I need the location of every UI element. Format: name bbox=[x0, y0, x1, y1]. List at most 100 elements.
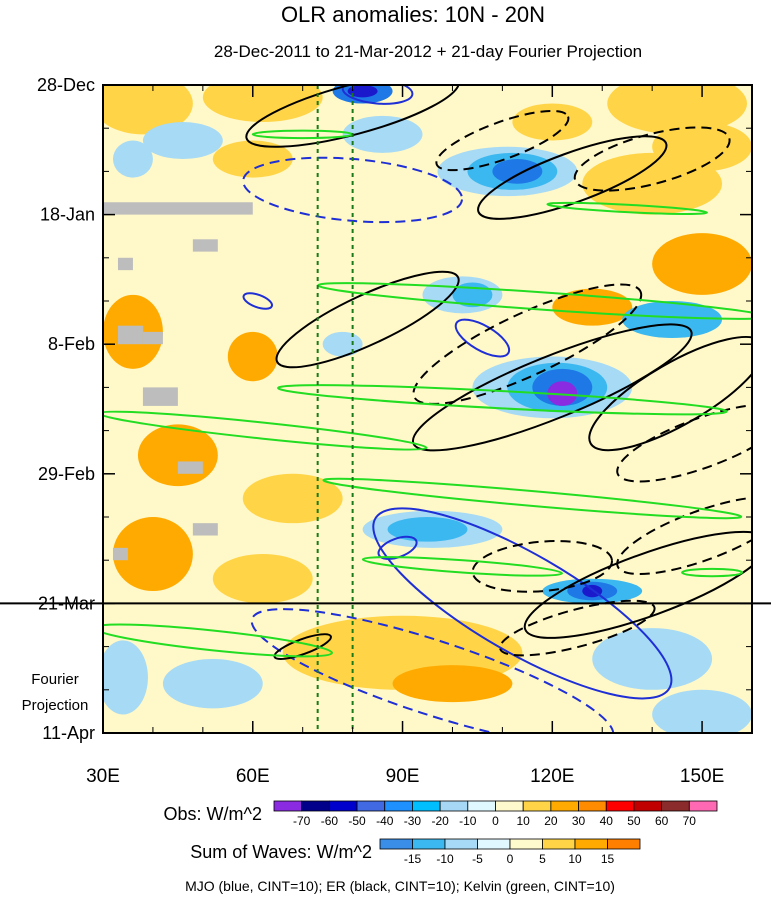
reference-longitude-lines bbox=[316, 85, 354, 733]
waves-colorbar-label: Sum of Waves: W/m^2 bbox=[190, 842, 372, 862]
y-tick-label: 21-Mar bbox=[38, 593, 95, 613]
olr-patch-light-blue bbox=[322, 331, 363, 357]
plot-frame bbox=[102, 84, 753, 734]
er-contour bbox=[573, 126, 731, 192]
colorbar-swatch bbox=[412, 800, 441, 812]
colorbar-level-label: -70 bbox=[293, 814, 311, 828]
chart-subtitle: 28-Dec-2011 to 21-Mar-2012 + 21-day Four… bbox=[214, 42, 642, 61]
mjo-contour bbox=[341, 85, 414, 105]
colorbar-level-label: 0 bbox=[507, 852, 514, 866]
obs-colorbar-label: Obs: W/m^2 bbox=[164, 804, 262, 824]
kelvin-contour bbox=[322, 477, 743, 520]
olr-patch-yellow bbox=[242, 473, 343, 524]
wave-legend: MJO (blue, CINT=10); ER (black, CINT=10)… bbox=[185, 878, 615, 894]
olr-patch-light-blue bbox=[652, 689, 752, 733]
missing-data-cell bbox=[117, 257, 133, 271]
chart-title: OLR anomalies: 10N - 20N bbox=[281, 2, 545, 27]
er-contour bbox=[273, 633, 332, 660]
olr-patch-orange bbox=[652, 233, 752, 295]
olr-patch-light-blue bbox=[103, 640, 148, 715]
y-tick-label: 8-Feb bbox=[48, 334, 95, 354]
er-contour bbox=[498, 599, 656, 657]
colorbar-level-label: 40 bbox=[600, 814, 614, 828]
colorbar-level-label: 30 bbox=[572, 814, 586, 828]
olr-field bbox=[103, 85, 752, 733]
colorbar-swatch bbox=[273, 800, 303, 812]
missing-data-cell bbox=[117, 325, 143, 345]
colorbar-swatch bbox=[661, 800, 690, 812]
olr-patch-sky-blue bbox=[622, 301, 723, 339]
colorbar-level-label: 60 bbox=[655, 814, 669, 828]
x-tick-label: 150E bbox=[680, 766, 724, 787]
colorbar-swatch bbox=[384, 800, 413, 812]
olr-patch-light-blue bbox=[342, 115, 423, 153]
x-tick-label: 30E bbox=[86, 766, 120, 787]
colorbar-swatch bbox=[542, 838, 576, 850]
colorbar-level-label: 10 bbox=[568, 852, 582, 866]
missing-data-cell bbox=[177, 461, 203, 474]
mjo-contour bbox=[242, 292, 273, 310]
colorbar-swatch bbox=[301, 800, 330, 812]
er-contour bbox=[412, 283, 643, 405]
colorbar-swatch bbox=[607, 838, 641, 850]
olr-patch-light-blue bbox=[162, 658, 263, 709]
olr-patch-orange bbox=[392, 665, 513, 703]
x-tick-label: 60E bbox=[236, 766, 270, 787]
colorbar-level-label: -10 bbox=[459, 814, 477, 828]
kelvin-contour bbox=[277, 384, 728, 416]
y-tick-label: 28-Dec bbox=[37, 75, 95, 95]
colorbar-swatch bbox=[444, 838, 478, 850]
colorbar-level-label: -40 bbox=[376, 814, 394, 828]
colorbar-level-label: -20 bbox=[431, 814, 449, 828]
colorbar-swatch bbox=[495, 800, 524, 812]
colorbar-swatch bbox=[379, 838, 413, 850]
colorbar-level-label: 50 bbox=[627, 814, 641, 828]
olr-patch-dark-blue bbox=[347, 85, 378, 98]
colorbar-level-label: 0 bbox=[492, 814, 499, 828]
kelvin-contour bbox=[103, 623, 333, 658]
missing-data-cells bbox=[103, 202, 253, 561]
colorbar-level-label: 10 bbox=[517, 814, 531, 828]
mjo-contour bbox=[250, 608, 615, 733]
olr-patch-orange bbox=[227, 331, 278, 382]
olr-patch-light-blue bbox=[112, 140, 153, 178]
colorbar-swatch bbox=[509, 838, 543, 850]
colorbar-swatch bbox=[328, 800, 358, 812]
projection-label-line1: Fourier bbox=[31, 671, 79, 688]
kelvin-contour bbox=[681, 567, 744, 578]
olr-patch-sky-blue bbox=[387, 517, 468, 542]
colorbar-swatch bbox=[522, 800, 552, 812]
colorbar-swatch bbox=[477, 838, 511, 850]
er-contour bbox=[435, 109, 570, 172]
waves-colorbar: -15 -10 -5 0 5 10 15 bbox=[379, 838, 641, 866]
colorbar-swatch bbox=[688, 800, 718, 812]
mjo-contour bbox=[372, 507, 673, 700]
y-axis: 28-Dec 18-Jan 8-Feb 29-Feb 21-Mar 11-Apr bbox=[37, 75, 752, 743]
colorbar-level-label: -10 bbox=[436, 852, 454, 866]
colorbar-swatch bbox=[605, 800, 635, 812]
colorbar-swatch bbox=[574, 838, 608, 850]
colorbar-swatch bbox=[356, 800, 386, 812]
missing-data-cell bbox=[142, 331, 163, 345]
plot-area bbox=[103, 85, 752, 733]
olr-patch-orange bbox=[112, 517, 193, 592]
er-contour bbox=[471, 540, 613, 593]
colorbar-swatch bbox=[633, 800, 663, 812]
olr-patch-yellow bbox=[212, 140, 293, 178]
colorbar-level-label: -15 bbox=[404, 852, 422, 866]
obs-colorbar: -70 -60 -50 -40 -30 -20 -10 0 10 20 30 40 50 60 70 bbox=[273, 800, 718, 828]
mjo-contours bbox=[242, 85, 673, 733]
kelvin-contour bbox=[103, 410, 428, 451]
olr-patch-yellow bbox=[212, 554, 313, 604]
colorbar-level-label: -30 bbox=[404, 814, 422, 828]
olr-patch-blue bbox=[492, 159, 543, 184]
colorbar-level-label: 5 bbox=[539, 852, 546, 866]
kelvin-contour bbox=[361, 556, 564, 577]
olr-patch-yellow bbox=[582, 152, 723, 215]
colorbar-level-label: -60 bbox=[321, 814, 339, 828]
missing-data-cell bbox=[142, 387, 178, 406]
x-axis: 30E 60E 90E 120E 150E bbox=[86, 85, 724, 787]
y-tick-label: 18-Jan bbox=[40, 205, 95, 225]
er-contour bbox=[523, 530, 752, 639]
